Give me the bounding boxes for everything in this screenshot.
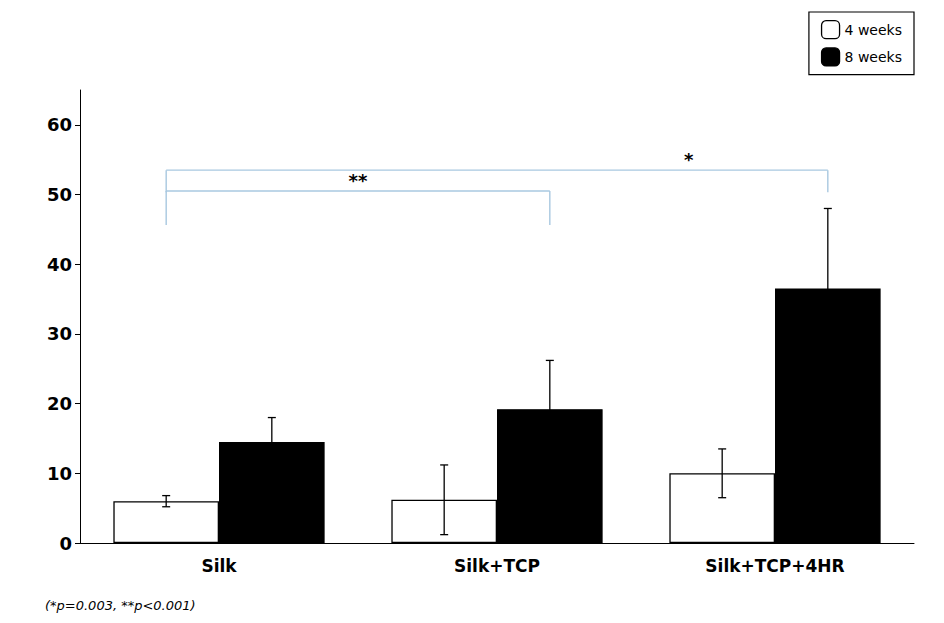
svg-text:50: 50 — [47, 184, 72, 205]
svg-text:60: 60 — [47, 114, 72, 135]
svg-text:Silk+TCP: Silk+TCP — [454, 556, 540, 576]
svg-text:10: 10 — [47, 463, 72, 484]
svg-text:Silk+TCP+4HR: Silk+TCP+4HR — [705, 556, 844, 576]
svg-text:20: 20 — [47, 393, 72, 414]
svg-text:(*p=0.003, **p<0.001): (*p=0.003, **p<0.001) — [45, 598, 196, 613]
svg-text:Silk: Silk — [201, 556, 237, 576]
svg-text:8 weeks: 8 weeks — [845, 49, 902, 65]
svg-text:4 weeks: 4 weeks — [845, 22, 902, 38]
svg-text:0: 0 — [59, 533, 72, 554]
svg-text:30: 30 — [47, 323, 72, 344]
svg-text:40: 40 — [47, 254, 72, 275]
svg-text:**: ** — [349, 170, 368, 191]
svg-text:*: * — [684, 149, 694, 170]
